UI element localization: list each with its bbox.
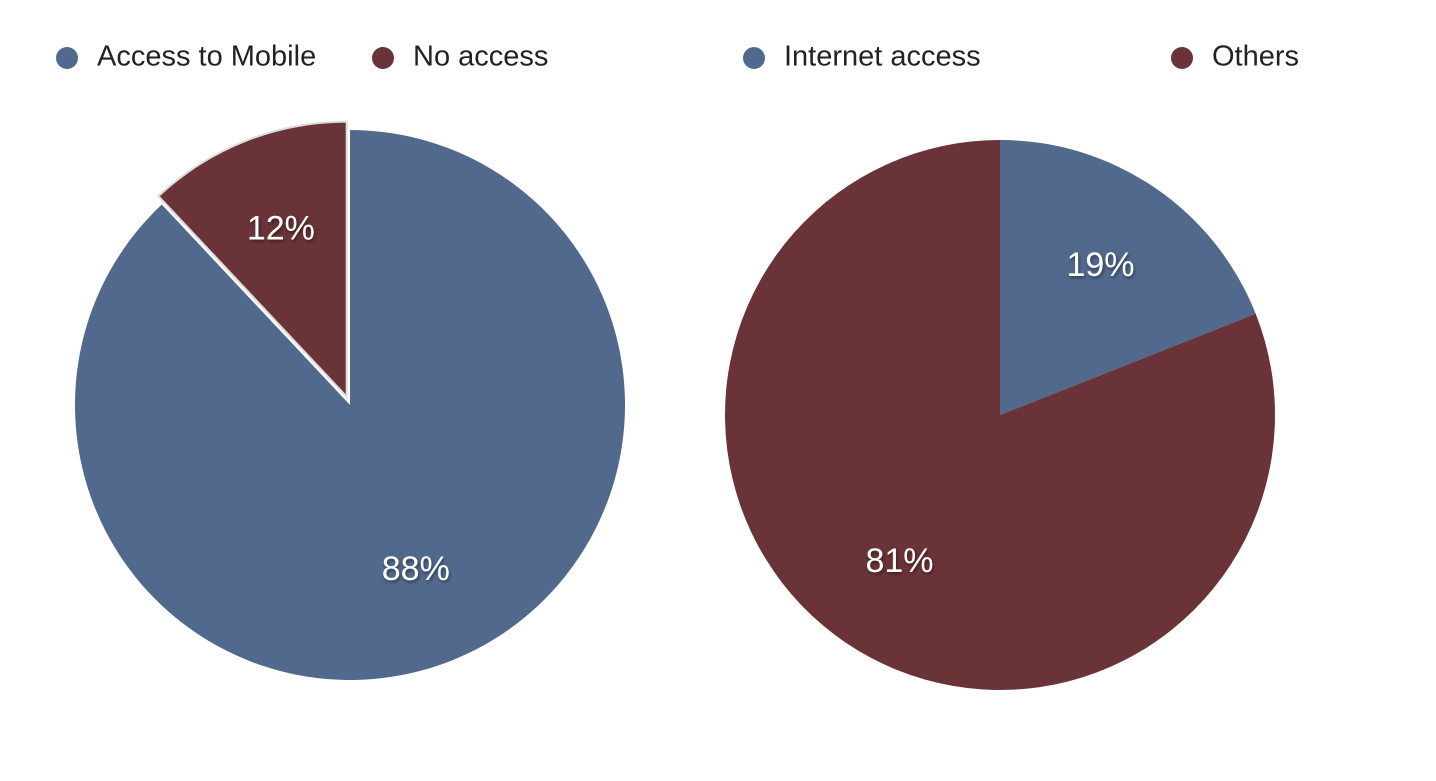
legend-marker [1171,47,1193,69]
pie-slice [725,140,1276,690]
pie-slice [1000,140,1256,415]
legend-label: Others [1212,41,1299,73]
legend-label: Access to Mobile [97,41,316,73]
legend-label: Internet access [784,41,981,73]
data-label: 88% [382,550,450,588]
legend-label: No access [413,41,548,73]
data-label: 19% [1066,246,1134,284]
pie-slice [74,130,625,680]
data-label: 12% [247,209,315,247]
legend-marker [743,47,765,69]
data-label: 81% [865,542,933,580]
pie-slice [157,120,348,400]
legend-marker [372,47,394,69]
legend-marker [56,47,78,69]
